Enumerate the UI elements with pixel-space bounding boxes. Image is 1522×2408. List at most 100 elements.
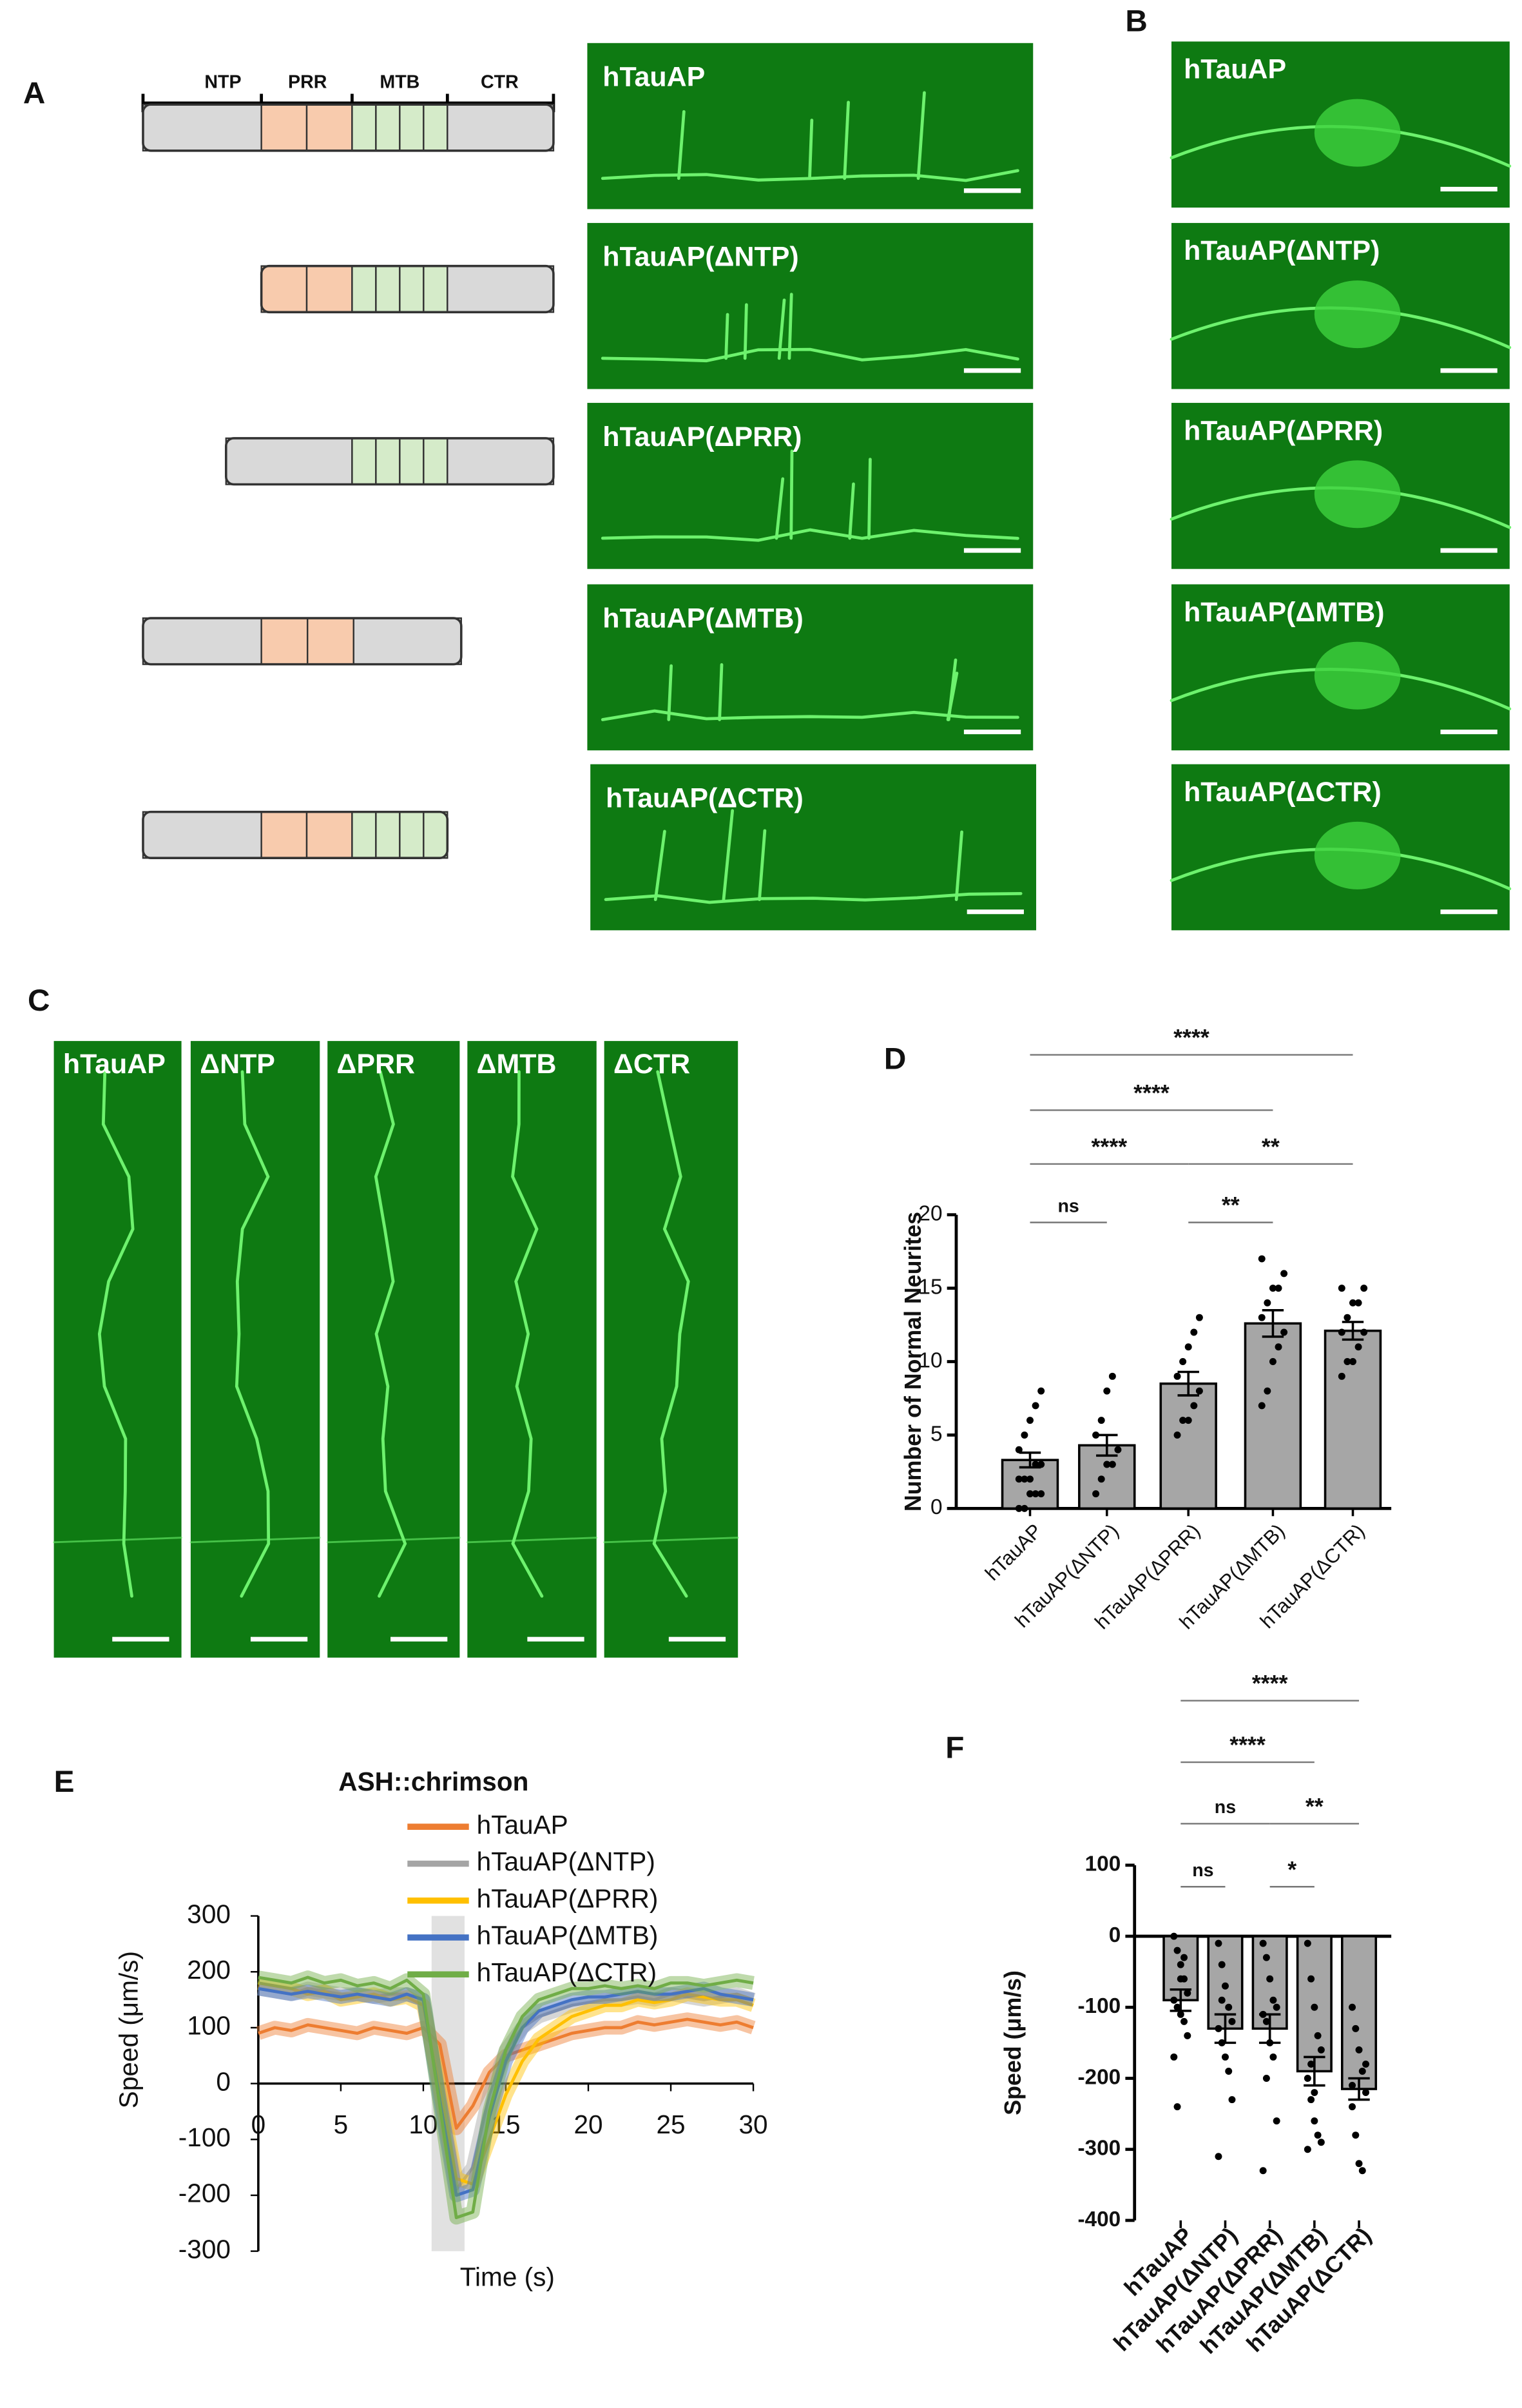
- data-point: [1338, 1328, 1345, 1336]
- soma: [1314, 460, 1401, 529]
- significance-label: ****: [1173, 1025, 1209, 1051]
- domain-label: PRR: [288, 72, 327, 92]
- legend-label: hTauAP(ΔMTB): [477, 1921, 659, 1950]
- data-point: [1184, 1343, 1192, 1351]
- data-point: [1021, 1504, 1028, 1512]
- y-tick-label: 100: [187, 2011, 231, 2041]
- domain: [305, 265, 353, 313]
- data-point: [1362, 2089, 1370, 2097]
- x-tick-label: 25: [656, 2110, 685, 2139]
- domain: [260, 265, 308, 313]
- neurite: [653, 830, 666, 902]
- legend-label: hTauAP(ΔNTP): [477, 1847, 655, 1876]
- data-point: [1092, 1431, 1100, 1439]
- y-axis-label: Speed (μm/s): [114, 1951, 144, 2108]
- neurite: [601, 347, 1019, 363]
- data-point: [1184, 2032, 1191, 2039]
- y-tick-label: -100: [178, 2122, 231, 2152]
- y-tick-label: 15: [918, 1275, 942, 1299]
- error-bar: [1304, 2055, 1325, 2087]
- domain: [142, 811, 262, 859]
- bar: [1159, 1382, 1217, 1510]
- x-tick-label: 10: [409, 2110, 438, 2139]
- data-point: [1269, 1285, 1276, 1292]
- domain: [225, 437, 353, 485]
- y-axis-label: Speed (μm/s): [1000, 1970, 1026, 2115]
- panel-label: E: [54, 1765, 75, 1799]
- neurite: [667, 664, 673, 721]
- data-point: [1275, 1343, 1282, 1351]
- domain: [375, 811, 401, 859]
- neurite: [53, 1537, 183, 1544]
- data-point: [1092, 1490, 1100, 1498]
- data-point: [1349, 1299, 1356, 1306]
- data-point: [1190, 1328, 1198, 1336]
- data-point: [1184, 1989, 1191, 1997]
- error-bar: [1258, 2013, 1281, 2044]
- data-point: [1304, 1939, 1311, 1947]
- data-point: [1114, 1446, 1122, 1453]
- data-point: [1352, 2131, 1360, 2139]
- domain-label: MTB: [380, 72, 419, 92]
- y-tick-label: 0: [216, 2066, 231, 2096]
- data-point: [1179, 1358, 1187, 1366]
- y-tick-label: 100: [1085, 1852, 1121, 1876]
- neurite: [189, 1537, 321, 1544]
- domain: [423, 437, 448, 485]
- data-point: [1352, 2024, 1360, 2032]
- data-point: [1317, 2139, 1325, 2146]
- data-point: [1173, 2103, 1181, 2111]
- data-point: [1355, 2160, 1363, 2168]
- y-tick-label: -100: [1077, 1994, 1121, 2018]
- domain: [352, 617, 462, 665]
- neurite: [604, 891, 1023, 904]
- legend-label: hTauAP(ΔPRR): [477, 1883, 659, 1913]
- y-tick-label: 5: [930, 1422, 943, 1446]
- y-tick-label: -200: [1077, 2065, 1121, 2089]
- y-tick-label: 20: [918, 1202, 942, 1226]
- data-point: [1258, 1402, 1266, 1410]
- image-label: hTauAP(ΔMTB): [1184, 597, 1385, 628]
- image-label: hTauAP(ΔCTR): [606, 782, 804, 813]
- neurite: [758, 829, 767, 902]
- chart-title: ASH::chrimson: [338, 1767, 528, 1796]
- significance-label: ****: [1252, 1671, 1288, 1696]
- construct-outline: [224, 437, 555, 486]
- y-tick-label: -200: [178, 2179, 231, 2208]
- data-point: [1173, 1431, 1181, 1439]
- data-point: [1311, 2117, 1318, 2125]
- significance-label: ****: [1229, 1733, 1266, 1758]
- neurite: [601, 528, 1019, 542]
- error-bar: [1019, 1452, 1041, 1469]
- data-point: [1180, 2017, 1188, 2025]
- neurite: [743, 303, 748, 360]
- data-point: [1314, 2131, 1322, 2139]
- construct-outline: [142, 103, 555, 152]
- data-point: [1015, 1475, 1023, 1483]
- panel-label: C: [28, 984, 50, 1018]
- domain: [142, 104, 262, 151]
- bar: [1341, 1935, 1378, 2090]
- data-point: [1275, 1285, 1282, 1292]
- micrograph: [327, 1041, 460, 1658]
- domain: [351, 437, 377, 485]
- domain: [305, 104, 353, 151]
- domain: [423, 104, 448, 151]
- data-point: [1032, 1461, 1039, 1468]
- data-point: [1218, 1996, 1226, 2004]
- data-point: [1170, 1932, 1178, 1940]
- y-tick-label: 10: [918, 1348, 942, 1372]
- domain: [375, 104, 401, 151]
- significance-label: **: [1262, 1134, 1280, 1160]
- y-tick-label: 300: [187, 1899, 231, 1928]
- data-point: [1195, 1387, 1203, 1395]
- image-label: hTauAP: [63, 1049, 166, 1080]
- x-tick-label: 20: [573, 2110, 602, 2139]
- data-point: [1360, 1328, 1368, 1336]
- image-label: hTauAP: [1184, 54, 1286, 85]
- data-point: [1358, 2067, 1366, 2075]
- data-point: [1037, 1387, 1045, 1395]
- error-bar: [1170, 1988, 1191, 2012]
- data-point: [1354, 1299, 1362, 1306]
- data-point: [1338, 1285, 1345, 1292]
